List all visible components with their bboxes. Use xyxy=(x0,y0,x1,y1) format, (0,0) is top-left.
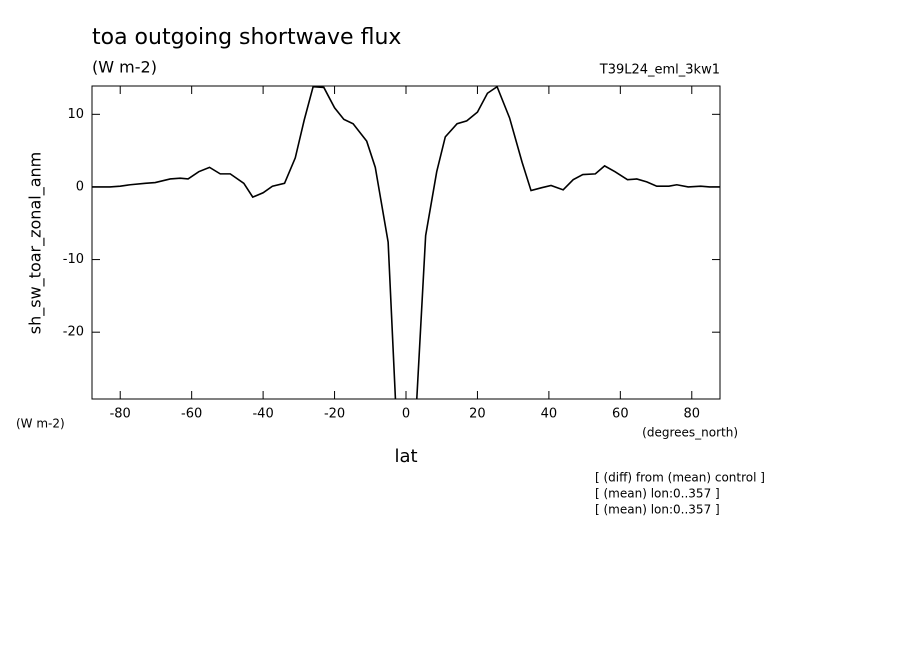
x-tick-label: 60 xyxy=(612,407,629,422)
x-tick-label: 20 xyxy=(469,407,486,422)
x-tick-label: -20 xyxy=(324,407,345,422)
note: [ (mean) lon:0..357 ] xyxy=(595,503,720,517)
y-tick-label: -20 xyxy=(63,325,84,340)
x-tick-label: -60 xyxy=(181,407,202,422)
x-tick-label: 40 xyxy=(541,407,558,422)
x-axis-label: lat xyxy=(394,446,417,467)
subtitle: (W m-2) xyxy=(92,58,157,77)
y-axis-label: sh_sw_toar_zonal_anm xyxy=(26,152,46,334)
y-tick-label: 10 xyxy=(67,107,84,122)
y-tick-label: 0 xyxy=(76,179,84,194)
x-tick-label: -40 xyxy=(252,407,273,422)
note: [ (mean) lon:0..357 ] xyxy=(595,487,720,501)
chart-title: toa outgoing shortwave flux xyxy=(92,25,401,50)
plot-frame xyxy=(91,85,721,400)
experiment-label: T39L24_eml_3kw1 xyxy=(599,63,720,78)
data-line xyxy=(92,86,720,399)
note: [ (diff) from (mean) control ] xyxy=(595,471,765,485)
x-units: (degrees_north) xyxy=(642,426,738,440)
y-units: (W m-2) xyxy=(16,417,65,431)
x-tick-label: 80 xyxy=(684,407,701,422)
y-tick-label: -10 xyxy=(63,252,84,267)
x-tick-label: 0 xyxy=(402,407,410,422)
x-tick-label: -80 xyxy=(110,407,131,422)
